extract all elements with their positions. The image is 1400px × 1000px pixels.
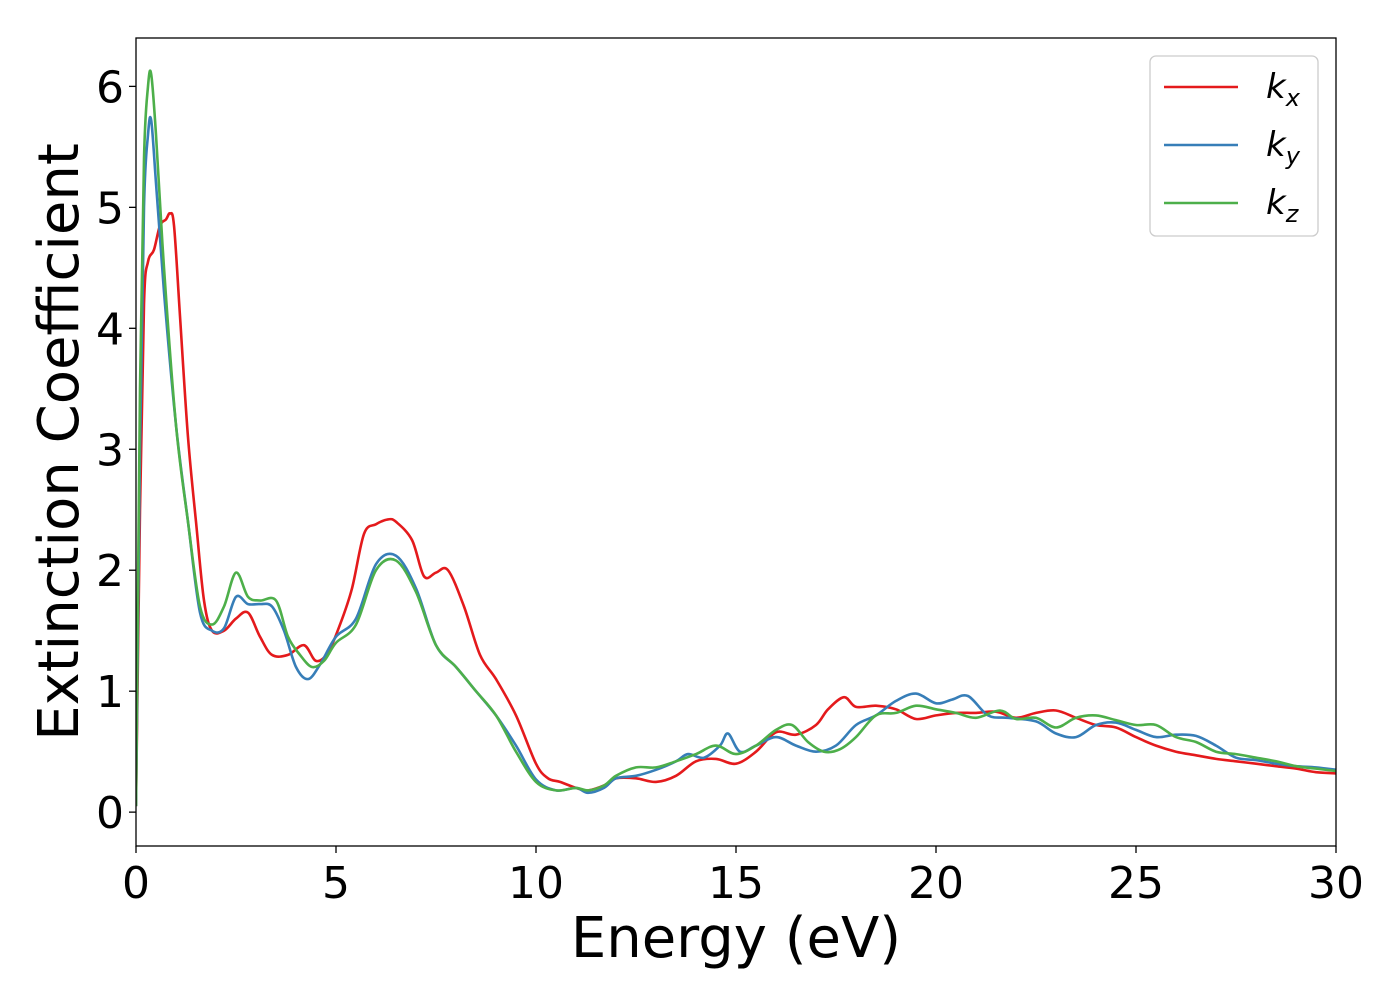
- x-axis-ticks: 0 5 10 15 20 25 30: [122, 846, 1364, 909]
- x-tick-label: 25: [1108, 858, 1164, 909]
- x-tick-label: 30: [1308, 858, 1364, 909]
- y-tick-label: 1: [96, 667, 124, 718]
- legend-label-kz: kz: [1266, 183, 1300, 228]
- y-axis-title: Extinction Coefficient: [27, 143, 92, 741]
- series-layer: [136, 69, 1336, 807]
- legend-label-kx: kx: [1266, 67, 1301, 112]
- y-tick-label: 3: [96, 425, 124, 476]
- x-tick-label: 5: [322, 858, 350, 909]
- x-tick-label: 0: [122, 858, 150, 909]
- series-line-kz: [136, 69, 1336, 807]
- legend-label-ky: ky: [1266, 125, 1301, 170]
- y-tick-label: 0: [96, 788, 124, 839]
- y-tick-label: 4: [96, 304, 124, 355]
- y-tick-label: 5: [96, 183, 124, 234]
- series-line-kx: [136, 211, 1336, 807]
- x-tick-label: 15: [708, 858, 764, 909]
- y-axis-ticks: 0 1 2 3 4 5 6: [96, 62, 136, 839]
- x-axis-title: Energy (eV): [571, 906, 901, 971]
- legend: kx ky kz: [1149, 55, 1319, 237]
- y-tick-label: 6: [96, 62, 124, 113]
- x-tick-label: 10: [508, 858, 564, 909]
- x-tick-label: 20: [908, 858, 964, 909]
- y-tick-label: 2: [96, 546, 124, 597]
- series-line-ky: [136, 115, 1336, 807]
